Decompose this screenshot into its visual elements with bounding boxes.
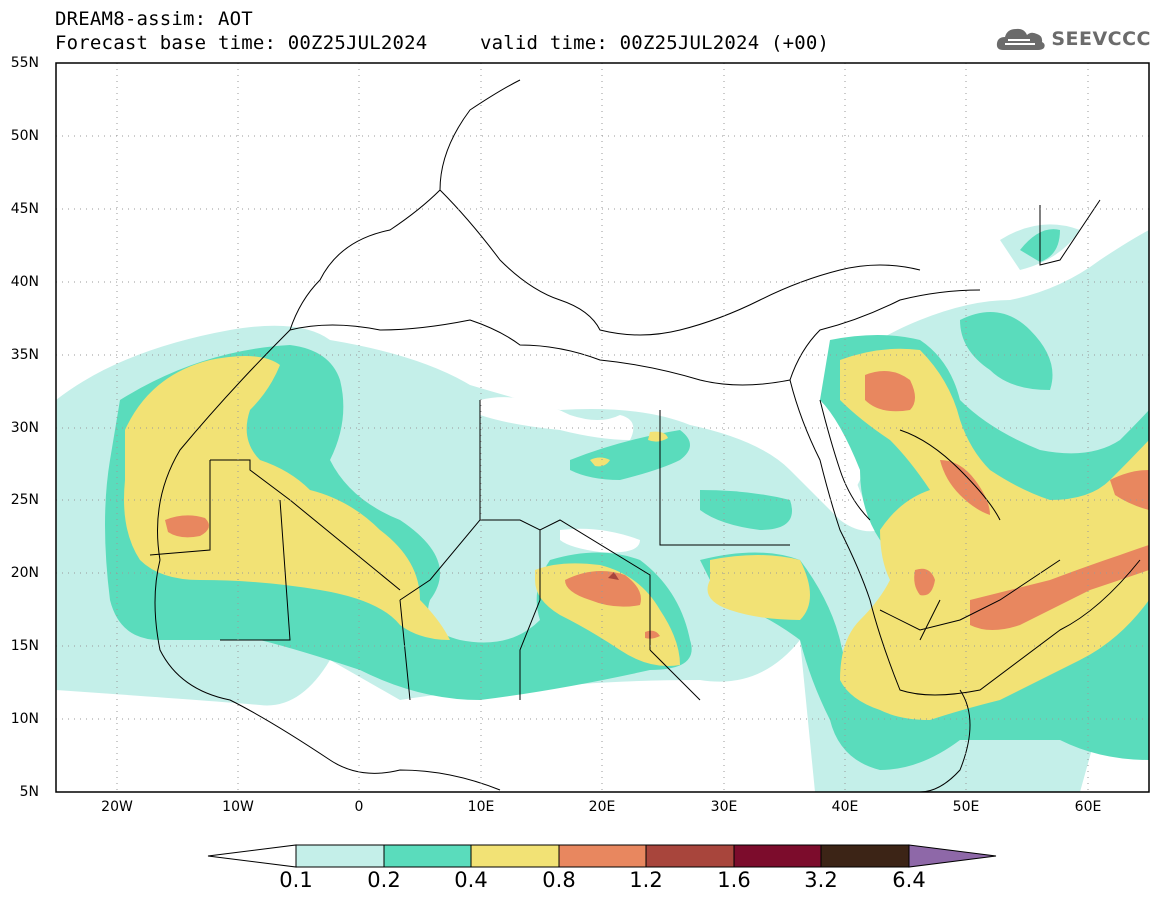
colorbar-swatch (383, 844, 472, 868)
colorbar-swatch (470, 844, 560, 868)
lat-label: 5N (19, 784, 39, 800)
colorbar-label: 1.6 (717, 868, 751, 892)
aot-band-0.8-1.2 (165, 371, 1149, 639)
colorbar-swatch (733, 844, 822, 868)
lat-label: 40N (10, 274, 39, 290)
lon-label: 20W (101, 799, 133, 815)
colorbar-swatch (558, 844, 647, 868)
map-frame (55, 62, 1150, 793)
colorbar-swatch (295, 844, 385, 868)
lat-label: 25N (10, 492, 39, 508)
colorbar-swatch (820, 844, 910, 868)
colorbar-label: 0.1 (279, 868, 313, 892)
colorbar-label: 1.2 (629, 868, 663, 892)
lon-label: 60E (1074, 799, 1102, 815)
lat-label: 45N (10, 201, 39, 217)
lat-label: 35N (10, 347, 39, 363)
lon-label: 0 (354, 799, 364, 815)
aot-band-0.2-0.4 (105, 229, 1149, 770)
lat-label: 50N (10, 128, 39, 144)
colorbar-low-arrow (207, 844, 297, 868)
lon-label: 40E (831, 799, 859, 815)
lon-label: 10E (467, 799, 495, 815)
lon-label: 10W (222, 799, 254, 815)
lat-label: 15N (10, 638, 39, 654)
coastlines (149, 79, 1141, 792)
colorbar-label: 0.2 (367, 868, 401, 892)
graticule (56, 63, 1149, 792)
seevccc-logo: SEEVCCC (995, 24, 1151, 54)
lat-label: 20N (10, 565, 39, 581)
aot-band-1.2-1.6 (608, 572, 619, 580)
lon-label: 50E (952, 799, 980, 815)
colorbar-swatch (645, 844, 735, 868)
lat-label: 10N (10, 711, 39, 727)
valid-time: valid time: 00Z25JUL2024 (+00) (480, 32, 830, 54)
logo-text: SEEVCCC (1051, 28, 1151, 50)
chart-title: DREAM8-assim: AOT (55, 8, 253, 30)
colorbar-label: 3.2 (804, 868, 838, 892)
colorbar-label: 0.4 (454, 868, 488, 892)
colorbar (207, 844, 997, 868)
lat-label: 55N (10, 55, 39, 71)
colorbar-label: 6.4 (892, 868, 926, 892)
forecast-base-time: Forecast base time: 00Z25JUL2024 (55, 32, 428, 54)
lon-label: 20E (588, 799, 616, 815)
colorbar-high-arrow (908, 844, 997, 868)
colorbar-label: 0.8 (542, 868, 576, 892)
lat-label: 30N (10, 420, 39, 436)
cloud-icon (997, 28, 1045, 50)
lon-label: 30E (710, 799, 738, 815)
